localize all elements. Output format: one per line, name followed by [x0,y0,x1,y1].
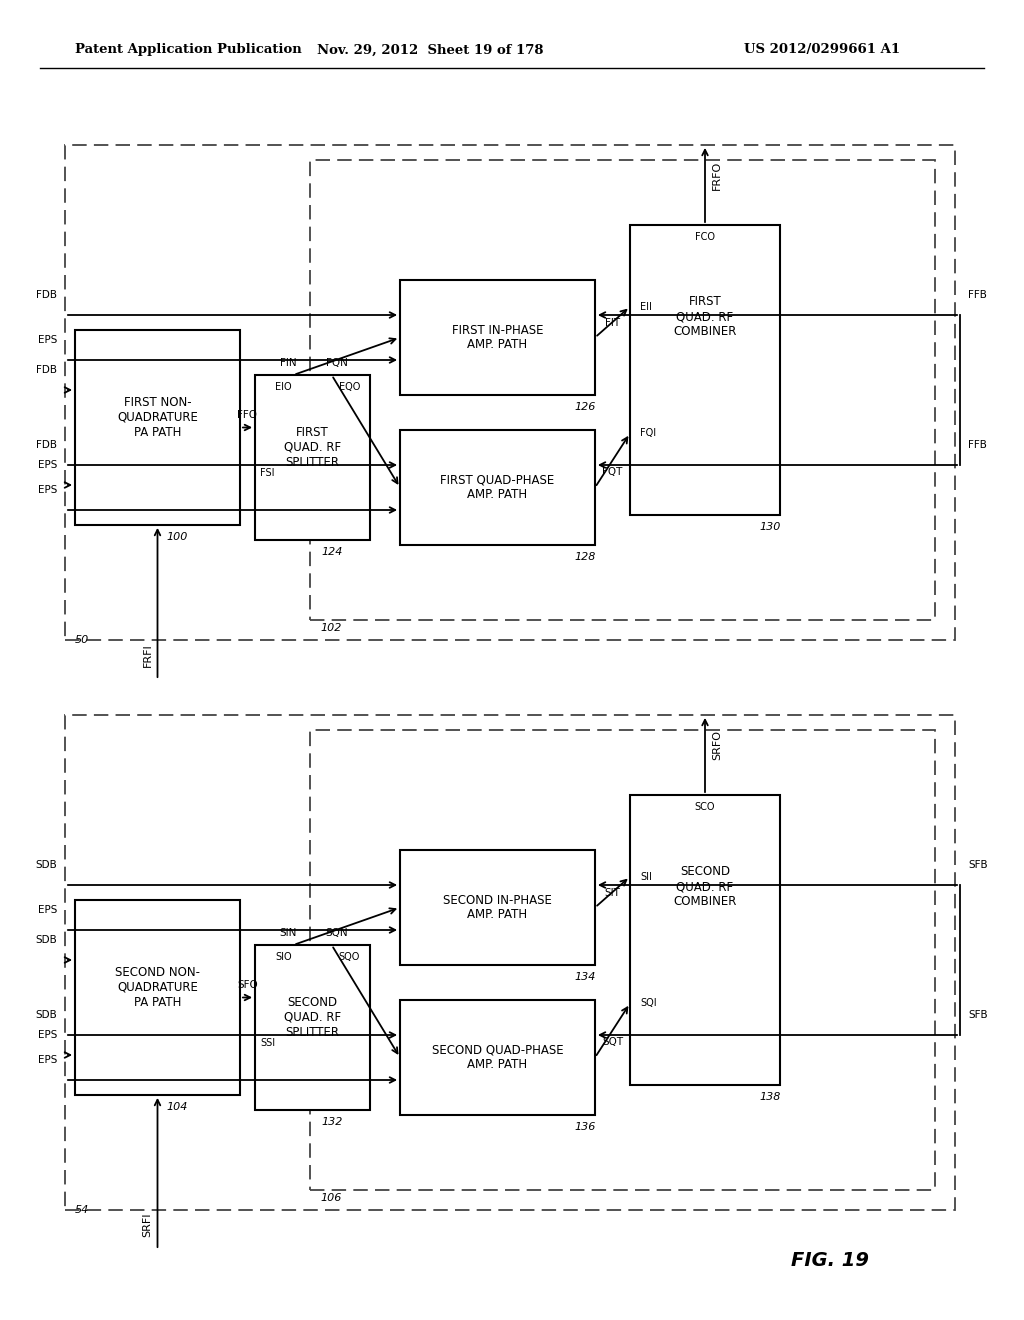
Text: SIN: SIN [280,928,297,939]
Bar [310,160,935,620]
Text: FIRST
QUAD. RF
COMBINER: FIRST QUAD. RF COMBINER [674,296,736,338]
Text: SECOND
QUAD. RF
SPLITTER: SECOND QUAD. RF SPLITTER [284,997,341,1039]
Bar [400,850,595,965]
Text: Patent Application Publication: Patent Application Publication [75,44,302,57]
Text: SFO: SFO [238,981,258,990]
Text: SIT: SIT [604,887,621,898]
Bar [65,715,955,1210]
Text: EPS: EPS [38,484,57,495]
Text: EPS: EPS [38,1055,57,1065]
Text: FIRST QUAD-PHASE
AMP. PATH: FIRST QUAD-PHASE AMP. PATH [440,474,555,502]
Text: SQN: SQN [326,928,348,939]
Bar [255,375,370,540]
Text: 134: 134 [574,972,596,982]
Bar [400,430,595,545]
Bar [310,730,935,1191]
Text: SDB: SDB [35,861,57,870]
Text: FQN: FQN [326,358,347,368]
Text: FSI: FSI [260,467,274,478]
Text: FRFI: FRFI [142,643,153,667]
Text: 132: 132 [322,1117,343,1127]
Text: 106: 106 [319,1193,341,1203]
Text: EPS: EPS [38,335,57,345]
Text: Nov. 29, 2012  Sheet 19 of 178: Nov. 29, 2012 Sheet 19 of 178 [316,44,544,57]
Text: FRFO: FRFO [712,160,722,190]
Text: FIT: FIT [605,318,621,327]
Text: US 2012/0299661 A1: US 2012/0299661 A1 [743,44,900,57]
Text: SECOND
QUAD. RF
COMBINER: SECOND QUAD. RF COMBINER [674,865,736,908]
Bar [400,280,595,395]
Text: SDB: SDB [35,935,57,945]
Text: FDB: FDB [36,290,57,300]
Text: 126: 126 [574,403,596,412]
Text: FCO: FCO [695,232,715,242]
Text: FFO: FFO [238,411,257,421]
Text: EPS: EPS [38,1030,57,1040]
Bar [75,330,240,525]
Text: FDB: FDB [36,440,57,450]
Text: EPS: EPS [38,906,57,915]
Text: FQT: FQT [602,467,623,478]
Text: 128: 128 [574,552,596,562]
Text: EPS: EPS [38,459,57,470]
Text: SECOND QUAD-PHASE
AMP. PATH: SECOND QUAD-PHASE AMP. PATH [432,1044,563,1072]
Text: SQI: SQI [640,998,656,1008]
Text: FIN: FIN [280,358,297,368]
Text: 102: 102 [319,623,341,634]
Text: 50: 50 [75,635,89,645]
Bar [400,1001,595,1115]
Text: EQO: EQO [339,381,360,392]
Text: FDB: FDB [36,366,57,375]
Bar [65,145,955,640]
Text: FFB: FFB [968,290,987,300]
Text: EII: EII [640,302,652,312]
Text: 124: 124 [322,546,343,557]
Bar [255,945,370,1110]
Bar [630,224,780,515]
Text: SIO: SIO [275,952,292,962]
Text: FIG. 19: FIG. 19 [791,1250,869,1270]
Text: SDB: SDB [35,1010,57,1020]
Text: SRFI: SRFI [142,1213,153,1237]
Text: SQT: SQT [602,1038,623,1048]
Text: 130: 130 [760,521,780,532]
Text: SECOND NON-
QUADRATURE
PA PATH: SECOND NON- QUADRATURE PA PATH [115,966,200,1008]
Text: 136: 136 [574,1122,596,1133]
Bar [75,900,240,1096]
Text: SFB: SFB [968,861,987,870]
Text: SRFO: SRFO [712,730,722,760]
Text: EIO: EIO [275,381,292,392]
Text: SECOND IN-PHASE
AMP. PATH: SECOND IN-PHASE AMP. PATH [443,894,552,921]
Text: 138: 138 [760,1092,780,1102]
Text: FIRST IN-PHASE
AMP. PATH: FIRST IN-PHASE AMP. PATH [452,323,544,351]
Text: FQI: FQI [640,428,656,438]
Text: FFB: FFB [968,440,987,450]
Text: SSI: SSI [260,1038,275,1048]
Text: SFB: SFB [968,1010,987,1020]
Text: 100: 100 [167,532,188,543]
Text: SQO: SQO [339,952,360,962]
Text: 104: 104 [167,1102,188,1111]
Text: FIRST
QUAD. RF
SPLITTER: FIRST QUAD. RF SPLITTER [284,426,341,469]
Text: SII: SII [640,871,652,882]
Text: 54: 54 [75,1205,89,1214]
Bar [630,795,780,1085]
Text: SCO: SCO [694,803,715,812]
Text: FIRST NON-
QUADRATURE
PA PATH: FIRST NON- QUADRATURE PA PATH [117,396,198,440]
